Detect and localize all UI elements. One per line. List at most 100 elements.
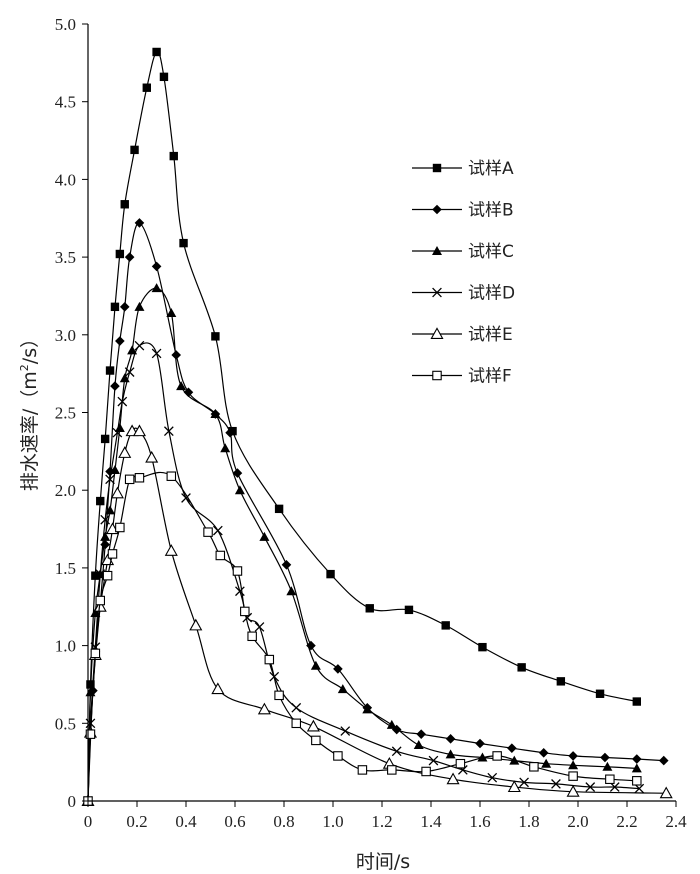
data-point — [151, 348, 162, 359]
data-point — [159, 72, 169, 82]
data-point — [413, 740, 424, 750]
data-point — [151, 261, 162, 272]
data-point — [600, 752, 610, 763]
y-tick-label: 1.5 — [55, 559, 76, 578]
data-point — [274, 690, 284, 701]
data-point — [117, 396, 128, 407]
data-point — [477, 752, 488, 762]
data-point — [110, 486, 124, 499]
data-point — [112, 427, 123, 438]
x-tick-label: 1.6 — [469, 812, 490, 831]
data-point — [115, 336, 125, 346]
data-point — [631, 763, 642, 773]
data-point — [455, 758, 466, 769]
data-point — [225, 427, 235, 438]
series-e — [81, 424, 673, 807]
data-point — [91, 571, 100, 580]
data-point — [441, 621, 450, 630]
data-point — [428, 755, 439, 766]
data-point — [240, 606, 250, 617]
data-point — [404, 605, 414, 615]
x-tick-label: 2.0 — [567, 812, 588, 831]
data-point — [634, 783, 645, 794]
data-point — [234, 485, 245, 495]
data-point — [357, 765, 368, 775]
x-tick-label: 1.0 — [322, 812, 343, 831]
data-point — [107, 549, 118, 559]
data-point — [386, 719, 397, 729]
y-tick-label: 1.0 — [55, 637, 76, 656]
data-point — [145, 450, 159, 463]
data-point — [232, 566, 243, 576]
data-point — [551, 779, 561, 789]
legend-item: 试样E — [412, 325, 513, 345]
data-point — [445, 749, 456, 759]
data-point — [337, 684, 348, 694]
data-point — [306, 719, 320, 732]
data-point — [274, 504, 284, 514]
data-point — [102, 570, 113, 581]
x-tick-label: 0 — [84, 812, 93, 831]
x-tick-label: 1.8 — [518, 812, 539, 831]
data-point — [257, 702, 271, 715]
data-point — [609, 782, 620, 792]
data-point — [556, 677, 566, 686]
y-tick-label: 2.0 — [55, 481, 76, 500]
y-axis-title: 排水速率/（m2/s） — [18, 329, 41, 491]
data-point — [181, 493, 191, 503]
data-point — [110, 381, 120, 391]
data-point — [247, 631, 257, 642]
legend-label: 试样B — [468, 201, 514, 221]
legend-label: 试样D — [468, 284, 515, 304]
legend-marker — [432, 163, 442, 173]
data-point — [215, 550, 226, 561]
legend-marker — [430, 327, 444, 340]
legend-item: 试样F — [412, 367, 512, 387]
data-point — [127, 345, 138, 355]
data-point — [105, 474, 115, 485]
data-point — [492, 751, 502, 761]
data-point — [171, 350, 181, 360]
data-point — [100, 514, 111, 525]
data-point — [164, 544, 178, 556]
data-point — [124, 474, 135, 485]
x-tick-label: 0.4 — [175, 812, 197, 831]
data-point — [602, 761, 613, 771]
data-point — [235, 586, 245, 597]
data-point — [541, 758, 552, 768]
data-point — [517, 663, 526, 672]
y-tick-label: 5.0 — [55, 15, 76, 34]
data-point — [90, 648, 101, 659]
data-point — [169, 151, 178, 161]
series-b — [83, 218, 669, 806]
data-point — [210, 409, 221, 419]
data-point — [85, 729, 96, 739]
y-tick-label: 3.0 — [55, 326, 76, 345]
data-point — [259, 531, 270, 541]
data-point — [100, 539, 110, 550]
data-point — [119, 302, 130, 312]
data-point — [291, 718, 301, 729]
data-point — [100, 531, 111, 541]
y-axis-title-main: 排水速率/（m — [19, 371, 41, 491]
data-point — [254, 622, 265, 632]
data-point — [281, 559, 292, 570]
data-point — [507, 743, 517, 753]
data-point — [132, 424, 146, 437]
data-point — [115, 522, 125, 533]
data-point — [130, 145, 139, 155]
series-f — [83, 471, 642, 806]
data-point — [211, 332, 220, 341]
x-tick-label: 0.2 — [126, 812, 147, 831]
series-a — [83, 47, 641, 806]
series-line — [87, 51, 637, 802]
data-point — [416, 729, 426, 739]
y-tick-label: 0.5 — [55, 714, 76, 733]
x-axis-title: 时间/s — [356, 851, 410, 873]
data-point — [163, 426, 174, 437]
data-point — [124, 367, 135, 377]
x-tick-label: 2.4 — [665, 812, 687, 831]
x-tick-label: 2.2 — [616, 812, 637, 831]
series-line — [87, 427, 667, 802]
data-point — [487, 772, 498, 783]
